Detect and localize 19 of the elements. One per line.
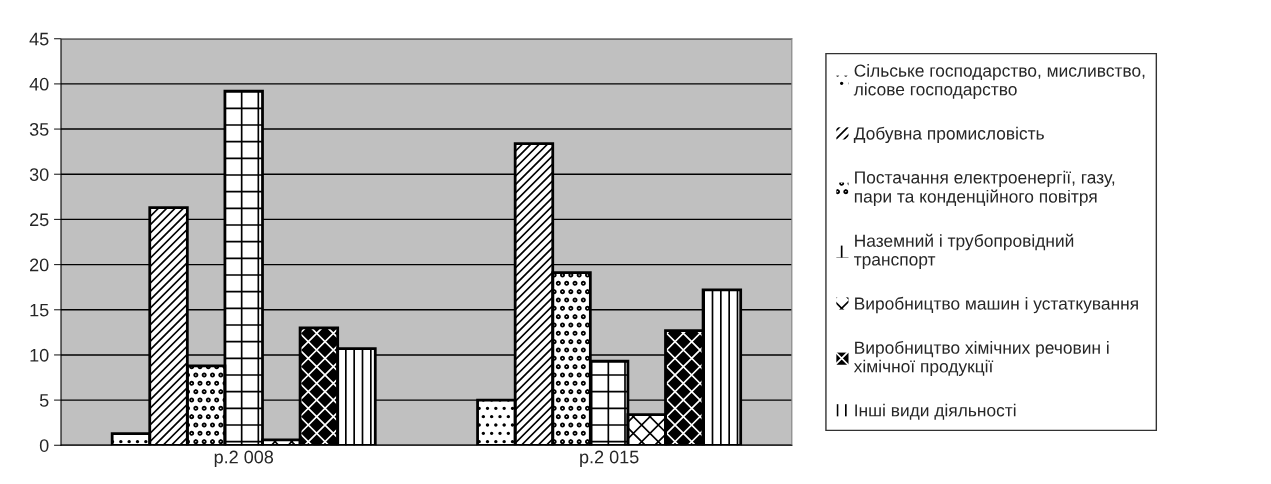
legend-label: Виробництво машин і устаткування [855,296,1138,314]
legend-label: Інші види діяльності [855,403,1016,420]
y-tick-label: 25 [30,213,49,227]
legend-label: Виробництво хімічних речовин і хімічної продукції [853,340,1109,376]
y-tick-label: 40 [29,77,49,91]
y-tick-label: 35 [29,123,49,136]
y-tick-label: 15 [30,303,49,317]
legend-label: Постачання електроенергії, газу, пари та конденційного повітря [854,170,1115,207]
y-tick-label: 10 [30,348,49,362]
legend-label: Наземний і трубопровідний транспорт [854,233,1074,270]
y-tick-label: 20 [30,258,49,272]
x-tick-label: р.2 015 [580,450,639,467]
legend-label: Добувна промисловість [853,126,1044,144]
legend-label: Сільське господарство, мисливство, лісове господарство [853,64,1145,99]
x-tick-label: р.2 008 [214,450,274,467]
y-tick-label: 30 [29,168,49,181]
y-tick-label: 5 [39,394,49,407]
y-tick-label: 45 [29,32,49,46]
y-tick-label: 0 [39,439,49,452]
